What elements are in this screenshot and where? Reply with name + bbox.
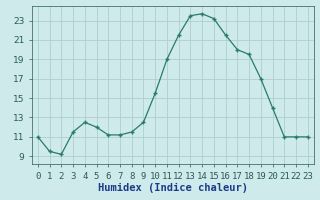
X-axis label: Humidex (Indice chaleur): Humidex (Indice chaleur) bbox=[98, 183, 248, 193]
